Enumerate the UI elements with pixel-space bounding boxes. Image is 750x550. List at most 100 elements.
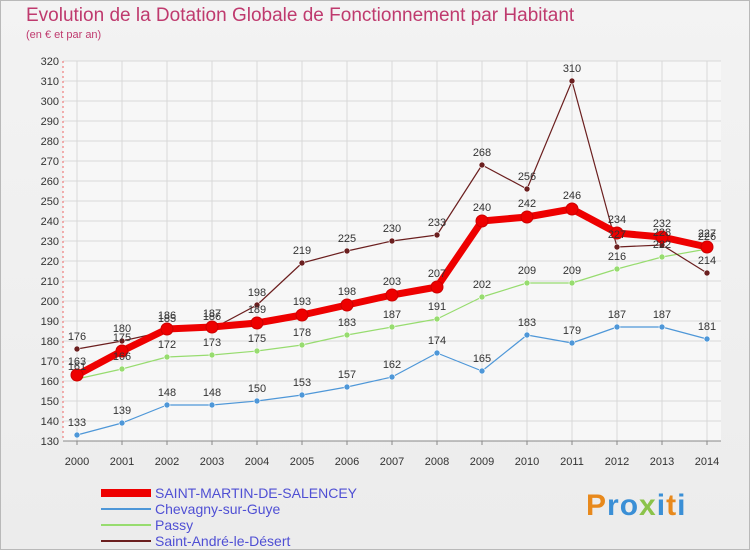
y-tick-label: 260 (41, 176, 59, 188)
data-point (568, 279, 576, 287)
data-point (655, 230, 669, 244)
data-label: 175 (248, 333, 266, 345)
x-tick-label: 2013 (650, 456, 674, 468)
data-label: 166 (113, 351, 131, 363)
x-tick-label: 2014 (695, 456, 719, 468)
data-label: 246 (563, 190, 581, 202)
y-tick-label: 250 (41, 196, 59, 208)
data-label: 209 (518, 265, 536, 277)
data-point (298, 391, 306, 399)
data-label: 191 (428, 301, 446, 313)
y-tick-label: 130 (41, 436, 59, 448)
y-tick-label: 180 (41, 336, 59, 348)
data-label: 214 (698, 255, 716, 267)
data-point (343, 331, 351, 339)
data-point (118, 337, 126, 345)
legend-swatch (101, 489, 151, 497)
data-label: 268 (473, 147, 491, 159)
y-tick-label: 280 (41, 136, 59, 148)
data-label: 226 (698, 231, 716, 243)
data-label: 162 (383, 359, 401, 371)
y-tick-label: 140 (41, 416, 59, 428)
data-label: 310 (563, 63, 581, 75)
data-label: 148 (158, 387, 176, 399)
data-point (163, 353, 171, 361)
data-label: 181 (698, 321, 716, 333)
legend-swatch (101, 540, 151, 542)
data-label: 161 (68, 361, 86, 373)
x-tick-label: 2012 (605, 456, 629, 468)
data-point (703, 269, 711, 277)
data-label: 163 (68, 356, 86, 368)
logo-letter: t (666, 489, 678, 522)
y-tick-label: 150 (41, 396, 59, 408)
data-label: 225 (338, 233, 356, 245)
data-label: 187 (608, 309, 626, 321)
proxiti-logo: Proxiti (586, 489, 686, 523)
data-point (253, 347, 261, 355)
data-label: 157 (338, 369, 356, 381)
data-label: 174 (428, 335, 446, 347)
data-point (163, 401, 171, 409)
data-label: 172 (158, 339, 176, 351)
data-point (703, 335, 711, 343)
data-point (610, 226, 624, 240)
data-point (478, 367, 486, 375)
x-tick-label: 2004 (245, 456, 269, 468)
y-tick-label: 290 (41, 116, 59, 128)
y-tick-label: 320 (41, 56, 59, 68)
x-tick-label: 2009 (470, 456, 494, 468)
data-point (478, 161, 486, 169)
data-point (298, 259, 306, 267)
data-label: 183 (518, 317, 536, 329)
data-label: 148 (203, 387, 221, 399)
data-label: 202 (473, 279, 491, 291)
data-point (343, 383, 351, 391)
x-tick-label: 2002 (155, 456, 179, 468)
data-point (433, 231, 441, 239)
data-label: 180 (113, 323, 131, 335)
data-label: 179 (563, 325, 581, 337)
data-label: 187 (203, 308, 221, 320)
y-tick-label: 200 (41, 296, 59, 308)
y-tick-label: 240 (41, 216, 59, 228)
y-tick-label: 190 (41, 316, 59, 328)
y-tick-label: 270 (41, 156, 59, 168)
data-point (73, 431, 81, 439)
data-label: 209 (563, 265, 581, 277)
x-tick-label: 2011 (560, 456, 584, 468)
data-label: 187 (653, 309, 671, 321)
data-point (208, 401, 216, 409)
x-tick-label: 2003 (200, 456, 224, 468)
y-tick-label: 210 (41, 276, 59, 288)
data-label: 153 (293, 377, 311, 389)
data-label: 185 (158, 313, 176, 325)
x-tick-label: 2007 (380, 456, 404, 468)
data-point (613, 265, 621, 273)
data-point (388, 237, 396, 245)
x-tick-label: 2008 (425, 456, 449, 468)
y-tick-label: 220 (41, 256, 59, 268)
data-label: 178 (293, 327, 311, 339)
x-tick-label: 2001 (110, 456, 134, 468)
data-label: 232 (653, 218, 671, 230)
data-point (253, 397, 261, 405)
data-point (208, 351, 216, 359)
y-tick-label: 300 (41, 96, 59, 108)
data-point (388, 373, 396, 381)
data-label: 233 (428, 217, 446, 229)
data-label: 193 (293, 296, 311, 308)
data-label: 150 (248, 383, 266, 395)
data-point (700, 240, 714, 254)
x-tick-label: 2005 (290, 456, 314, 468)
data-label: 187 (383, 309, 401, 321)
data-point (658, 253, 666, 261)
x-tick-label: 2000 (65, 456, 89, 468)
data-point (523, 279, 531, 287)
data-label: 242 (518, 198, 536, 210)
data-point (478, 293, 486, 301)
data-point (343, 247, 351, 255)
data-label: 175 (113, 332, 131, 344)
x-tick-label: 2010 (515, 456, 539, 468)
data-label: 228 (653, 227, 671, 239)
